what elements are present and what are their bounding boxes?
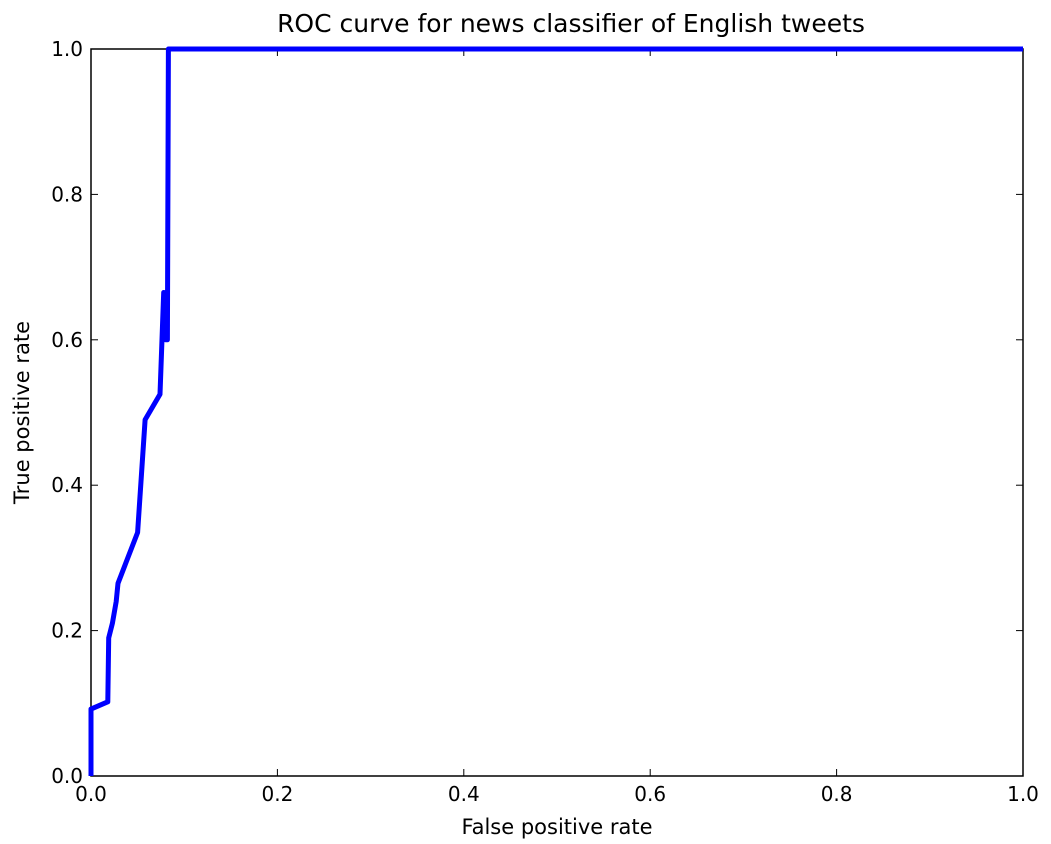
x-tick-label: 0.2 [261, 782, 293, 806]
x-tick-label: 0.6 [634, 782, 666, 806]
plot-frame [90, 48, 1024, 777]
y-tick-label: 1.0 [51, 37, 83, 61]
x-axis-label: False positive rate [461, 815, 652, 839]
x-tick-label: 0.4 [448, 782, 480, 806]
chart-title: ROC curve for news classifier of English… [277, 9, 865, 38]
y-tick-label: 0.0 [51, 764, 83, 788]
y-tick-label: 0.8 [51, 182, 83, 206]
tick-labels: 0.0 0.2 0.4 0.6 0.8 1.0 0.0 0.2 0.4 0.6 0.8 1.0 [51, 37, 1039, 806]
x-tick-label: 0.0 [75, 782, 107, 806]
y-tick-label: 0.6 [51, 328, 83, 352]
x-tick-label: 0.8 [821, 782, 853, 806]
x-tick-label: 1.0 [1007, 782, 1039, 806]
y-tick-label: 0.4 [51, 473, 83, 497]
series-group [88, 46, 1023, 776]
y-axis-label: True positive rate [10, 321, 34, 505]
roc-curve-line [88, 46, 1023, 776]
y-tick-label: 0.2 [51, 619, 83, 643]
